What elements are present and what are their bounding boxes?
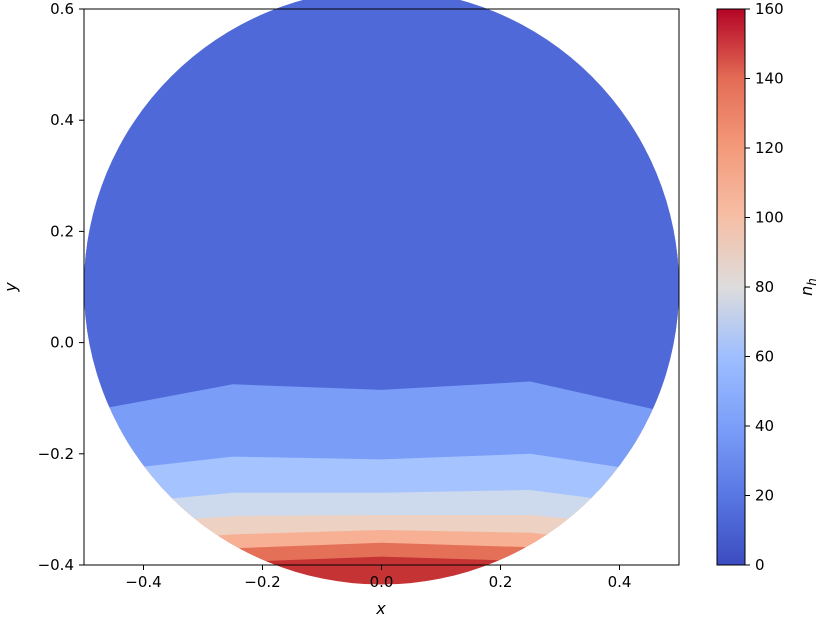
x-axis-ticks: −0.4 −0.2 0.0 0.2 0.4 — [125, 565, 631, 591]
y-axis-ticks: −0.4 −0.2 0.0 0.2 0.4 0.6 — [38, 0, 84, 574]
x-tick-label: 0.2 — [489, 573, 513, 591]
colorbar-tick-label: 20 — [755, 487, 774, 505]
colorbar-tick-label: 140 — [755, 70, 784, 88]
colorbar-tick-label: 0 — [755, 556, 765, 574]
y-axis-label: y — [1, 282, 20, 293]
y-tick-label: 0.0 — [50, 334, 74, 352]
colorbar-label: nh — [797, 278, 819, 296]
y-tick-label: −0.2 — [38, 445, 74, 463]
contour-band-0-20 — [84, 0, 679, 415]
contour-fills — [84, 0, 679, 585]
x-tick-label: 0.0 — [370, 573, 394, 591]
colorbar-label-sub: h — [805, 278, 819, 286]
colorbar-tick-label: 60 — [755, 348, 774, 366]
x-axis-label: x — [375, 599, 386, 618]
colorbar-gradient — [716, 8, 746, 566]
y-tick-label: 0.4 — [50, 111, 74, 129]
x-tick-label: −0.2 — [244, 573, 280, 591]
colorbar-tick-label: 40 — [755, 417, 774, 435]
y-tick-label: 0.2 — [50, 222, 74, 240]
plot-area — [83, 0, 680, 585]
colorbar-tick-label: 160 — [755, 0, 784, 18]
colorbar-label-main: n — [797, 286, 816, 296]
colorbar-tick-label: 80 — [755, 278, 774, 296]
colorbar-tick-label: 120 — [755, 139, 784, 157]
colorbar-ticks: 0 20 40 60 80 100 120 140 160 — [745, 0, 784, 574]
colorbar-tick-label: 100 — [755, 209, 784, 227]
x-tick-label: 0.4 — [608, 573, 632, 591]
x-tick-label: −0.4 — [125, 573, 161, 591]
y-tick-label: −0.4 — [38, 556, 74, 574]
colorbar: 0 20 40 60 80 100 120 140 160 nh — [716, 0, 819, 574]
y-tick-label: 0.6 — [50, 0, 74, 18]
